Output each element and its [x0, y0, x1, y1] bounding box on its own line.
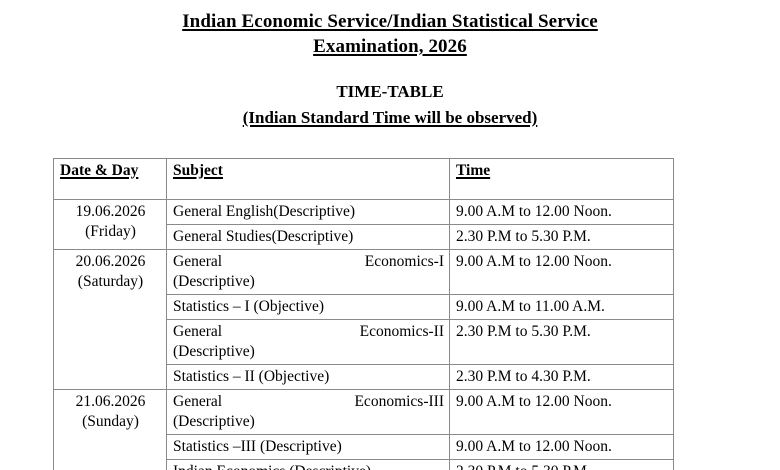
column-header-subject: Subject	[166, 158, 450, 200]
subject-cell: Indian Economics (Descriptive)	[166, 459, 450, 470]
subject-cell: General Economics-II (Descriptive)	[166, 319, 450, 365]
table-row: 21.06.2026 (Sunday) General Economics-III (D…	[53, 389, 674, 470]
subject-text-left: General	[173, 323, 223, 340]
page-title: Indian Economic Service/Indian Statistic…	[0, 9, 780, 59]
table-row: 20.06.2026 (Saturday) General Economics-I (D…	[53, 249, 674, 390]
subject-text-left: General	[173, 253, 223, 270]
timetable-container: Date & Day Subject Time 19.06.2026 (Frida…	[53, 158, 674, 470]
subject-justified-line: General Economics-III	[173, 392, 444, 412]
time-text: 2.30 P.M to 5.30 P.M.	[456, 463, 591, 470]
subject-text: Indian Economics (Descriptive)	[173, 463, 371, 470]
subject-cell: Statistics – I (Objective)	[166, 294, 450, 320]
time-text: 9.00 A.M to 11.00 A.M.	[456, 298, 605, 315]
time-cell: 2.30 P.M to 5.30 P.M.	[449, 319, 674, 365]
time-cell: 9.00 A.M to 12.00 Noon.	[449, 199, 674, 225]
time-cell: 2.30 P.M to 5.30 P.M.	[449, 224, 674, 250]
column-header-time: Time	[449, 158, 674, 200]
exam-day: (Sunday)	[82, 413, 139, 430]
subject-text: Statistics – II (Objective)	[173, 368, 330, 385]
time-text: 2.30 P.M to 5.30 P.M.	[456, 323, 591, 340]
table-row: Statistics – I (Objective) 9.00 A.M to 11…	[54, 294, 674, 320]
table-header-row: Date & Day Subject Time	[53, 158, 674, 200]
table-row: Indian Economics (Descriptive) 2.30 P.M t…	[54, 459, 674, 470]
time-cell: 2.30 P.M to 5.30 P.M.	[449, 459, 674, 470]
date-day-cell: 19.06.2026 (Friday)	[53, 199, 167, 250]
timetable-body: 19.06.2026 (Friday) General English(Descri…	[53, 199, 674, 470]
ist-note: (Indian Standard Time will be observed)	[0, 107, 780, 129]
exam-day: (Saturday)	[77, 273, 144, 290]
table-row: 19.06.2026 (Friday) General English(Descri…	[53, 199, 674, 250]
table-row: Statistics –III (Descriptive) 9.00 A.M to…	[54, 434, 674, 460]
subject-text-right: Economics-I	[364, 253, 444, 270]
timetable: Date & Day Subject Time 19.06.2026 (Frida…	[53, 158, 674, 470]
time-text: 9.00 A.M to 12.00 Noon.	[456, 438, 612, 455]
time-cell: 2.30 P.M to 4.30 P.M.	[449, 364, 674, 390]
subject-text-right: Economics-II	[359, 323, 444, 340]
subject-text: Statistics – I (Objective)	[173, 298, 325, 315]
ist-note-text: (Indian Standard Time will be observed)	[242, 108, 538, 127]
exam-date: 21.06.2026	[75, 393, 146, 410]
subject-text-wrap: (Descriptive)	[173, 413, 255, 430]
timetable-header: Date & Day Subject Time	[53, 158, 674, 200]
subject-text: General Studies(Descriptive)	[173, 228, 354, 245]
time-text: 9.00 A.M to 12.00 Noon.	[456, 393, 612, 410]
subject-text-right: Economics-III	[354, 393, 444, 410]
subject-cell: General Economics-I (Descriptive)	[166, 249, 450, 295]
subject-text: Statistics –III (Descriptive)	[173, 438, 342, 455]
time-cell: 9.00 A.M to 12.00 Noon.	[449, 389, 674, 435]
date-day-cell: 21.06.2026 (Sunday)	[53, 389, 167, 470]
subject-cell: Statistics –III (Descriptive)	[166, 434, 450, 460]
page-title-line-2: Examination, 2026	[313, 36, 467, 57]
date-day-cell: 20.06.2026 (Saturday)	[53, 249, 167, 390]
time-text: 2.30 P.M to 5.30 P.M.	[456, 228, 591, 245]
subject-text-wrap: (Descriptive)	[173, 343, 255, 360]
time-text: 2.30 P.M to 4.30 P.M.	[456, 368, 591, 385]
subject-cell: General Economics-III (Descriptive)	[166, 389, 450, 435]
exam-date: 20.06.2026	[75, 253, 146, 270]
subject-text: General English(Descriptive)	[173, 203, 356, 220]
subject-justified-line: General Economics-II	[173, 322, 444, 342]
time-cell: 9.00 A.M to 12.00 Noon.	[449, 249, 674, 295]
time-text: 9.00 A.M to 12.00 Noon.	[456, 203, 612, 220]
page-title-line-1: Indian Economic Service/Indian Statistic…	[182, 11, 598, 32]
subject-text-left: General	[173, 393, 223, 410]
subject-text-wrap: (Descriptive)	[173, 273, 255, 290]
exam-date: 19.06.2026	[75, 203, 146, 220]
time-table-label: TIME-TABLE	[336, 82, 444, 101]
column-header-date-day: Date & Day	[53, 158, 167, 200]
subject-cell: Statistics – II (Objective)	[166, 364, 450, 390]
document-heading: Indian Economic Service/Indian Statistic…	[0, 0, 780, 129]
time-text: 9.00 A.M to 12.00 Noon.	[456, 253, 612, 270]
time-cell: 9.00 A.M to 12.00 Noon.	[449, 434, 674, 460]
subject-cell: General Studies(Descriptive)	[166, 224, 450, 250]
time-cell: 9.00 A.M to 11.00 A.M.	[449, 294, 674, 320]
table-row: General Economics-II (Descriptive) 2.30 P.M…	[54, 319, 674, 365]
subject-cell: General English(Descriptive)	[166, 199, 450, 225]
table-row: General Studies(Descriptive) 2.30 P.M to …	[54, 224, 674, 250]
table-row: Statistics – II (Objective) 2.30 P.M to 4…	[54, 364, 674, 390]
subject-justified-line: General Economics-I	[173, 252, 444, 272]
exam-day: (Friday)	[85, 223, 136, 240]
